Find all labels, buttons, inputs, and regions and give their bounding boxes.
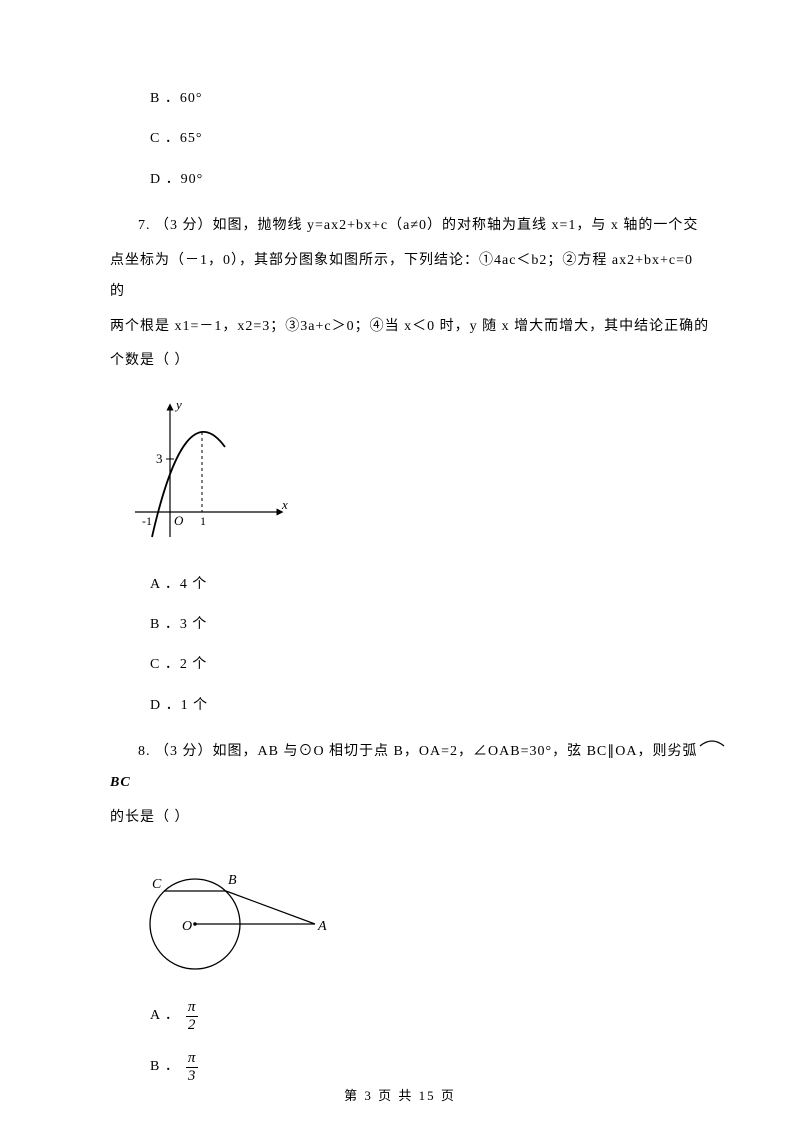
q7-stem-line4: 个数是（ ）: [110, 346, 710, 377]
arc-bc: BC: [110, 775, 131, 790]
q7-option-b: B ．3 个: [150, 614, 710, 636]
q8-optA-den: 2: [188, 1017, 197, 1033]
q6-option-b: B ．60°: [150, 88, 710, 110]
q8-option-a: A ． π 2: [150, 1000, 710, 1033]
q8-optB-den: 3: [188, 1068, 197, 1084]
svg-text:A: A: [317, 919, 327, 934]
fraction-icon: π 3: [186, 1051, 199, 1084]
q8-optA-label: A ．: [150, 1005, 180, 1027]
q7-option-a: A ．4 个: [150, 574, 710, 596]
svg-text:1: 1: [200, 514, 206, 528]
q8-stem-line2: 的长是（ ）: [110, 803, 710, 834]
q8-optB-num: π: [186, 1051, 199, 1068]
page-content: B ．60° C ．65° D ．90° 7. （3 分）如图，抛物线 y=ax…: [0, 0, 800, 1142]
svg-text:C: C: [152, 877, 162, 892]
q7-figure: y x O 3 -1 1: [130, 397, 710, 555]
q6-option-d: D ．90°: [150, 169, 710, 191]
svg-text:-1: -1: [142, 514, 152, 528]
svg-text:3: 3: [156, 451, 163, 466]
svg-text:B: B: [228, 873, 237, 888]
arc-bc-text: BC: [110, 775, 131, 790]
q8-optA-num: π: [186, 1000, 199, 1017]
q7-option-d: D ．1 个: [150, 695, 710, 717]
svg-text:y: y: [174, 397, 182, 412]
svg-text:O: O: [174, 513, 184, 528]
q6-option-c: C ．65°: [150, 128, 710, 150]
fraction-icon: π 2: [186, 1000, 199, 1033]
svg-text:x: x: [281, 497, 288, 512]
q7-option-c: C ．2 个: [150, 654, 710, 676]
q8-stem-line1: 8. （3 分）如图，AB 与⊙O 相切于点 B，OA=2，∠OAB=30°，弦…: [110, 737, 710, 799]
q7-stem-line3: 两个根是 x1=－1，x2=3；③3a+c＞0；④当 x＜0 时，y 随 x 增…: [110, 312, 710, 343]
q7-stem-line2: 点坐标为（－1，0），其部分图象如图所示，下列结论：①4ac＜b2；②方程 ax…: [110, 246, 710, 308]
svg-text:O: O: [182, 919, 192, 934]
q8-option-b: B ． π 3: [150, 1051, 710, 1084]
q8-stem1-text: 8. （3 分）如图，AB 与⊙O 相切于点 B，OA=2，∠OAB=30°，弦…: [138, 744, 697, 759]
q8-figure: C B O A: [130, 854, 710, 982]
q7-stem-line1: 7. （3 分）如图，抛物线 y=ax2+bx+c（a≠0）的对称轴为直线 x=…: [110, 211, 710, 242]
q8-optB-label: B ．: [150, 1056, 180, 1078]
page-footer: 第 3 页 共 15 页: [0, 1085, 800, 1104]
